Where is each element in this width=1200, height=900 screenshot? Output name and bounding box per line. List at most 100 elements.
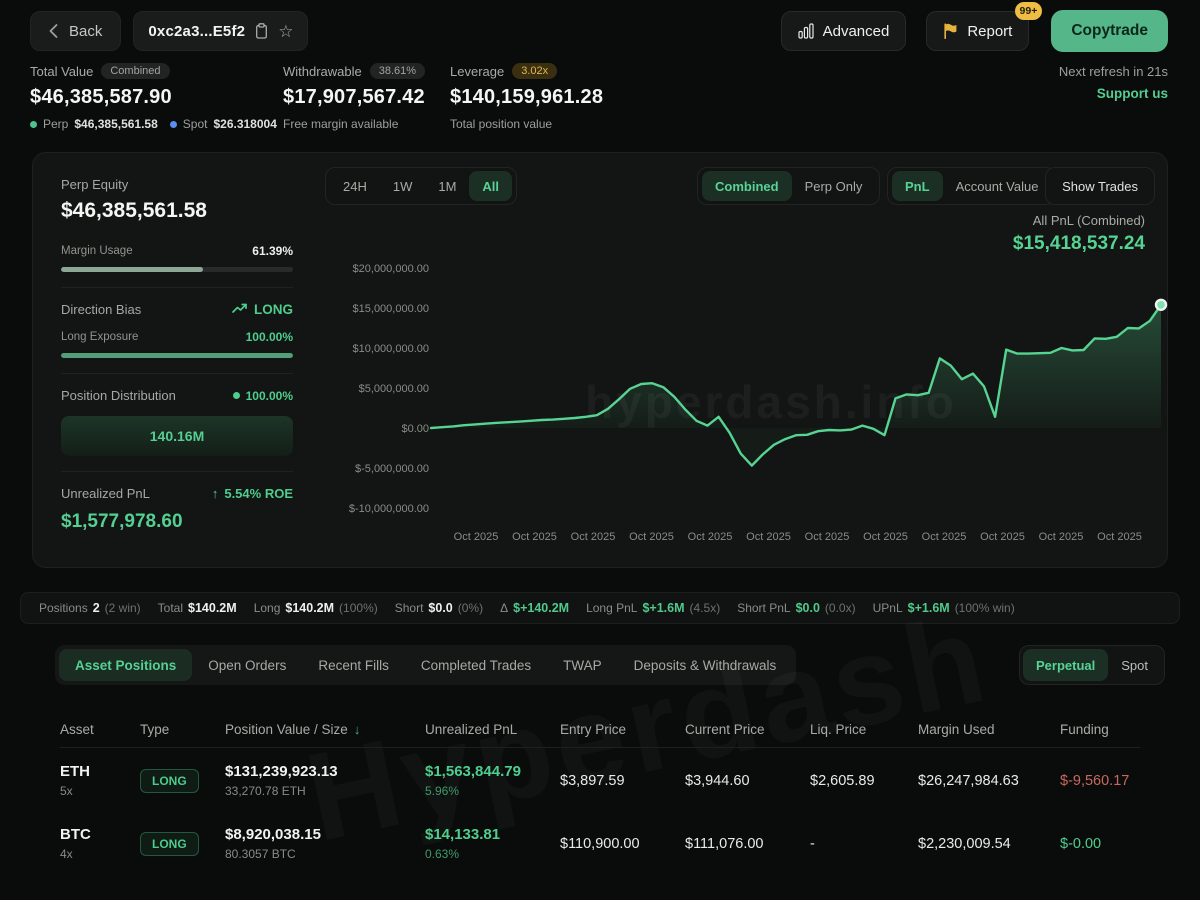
position-distribution-pct: 100.00% bbox=[245, 388, 293, 403]
tab-open-orders[interactable]: Open Orders bbox=[208, 657, 287, 673]
long-dot-icon bbox=[232, 392, 240, 399]
asset-symbol: ETH bbox=[60, 763, 90, 780]
withdrawable-sub: Free margin available bbox=[283, 117, 399, 131]
back-button[interactable]: Back bbox=[30, 11, 122, 51]
range-1w[interactable]: 1W bbox=[392, 178, 413, 194]
combined-badge: Combined bbox=[101, 63, 170, 79]
col-entry-price[interactable]: Entry Price bbox=[560, 722, 627, 737]
refresh-block: Next refresh in 21s Support us bbox=[1059, 64, 1168, 101]
perp-dot-icon bbox=[30, 120, 37, 128]
perp-label: Perp bbox=[43, 117, 69, 131]
svg-text:$20,000,000.00: $20,000,000.00 bbox=[353, 263, 429, 275]
metric-toggle: PnL Account Value bbox=[887, 167, 1057, 205]
svg-text:$15,000,000.00: $15,000,000.00 bbox=[353, 303, 429, 315]
col-funding[interactable]: Funding bbox=[1060, 722, 1109, 737]
spot-value: $26.318004 bbox=[213, 117, 277, 131]
entry-price: $3,897.59 bbox=[560, 772, 625, 789]
margin-usage-fill bbox=[61, 267, 204, 272]
margin-usage-bar bbox=[61, 267, 293, 272]
back-label: Back bbox=[69, 22, 103, 40]
range-all[interactable]: All bbox=[469, 171, 513, 201]
svg-text:Oct 2025: Oct 2025 bbox=[512, 531, 557, 543]
copy-icon[interactable] bbox=[255, 23, 268, 39]
svg-text:$10,000,000.00: $10,000,000.00 bbox=[353, 343, 429, 355]
asset-leverage: 5x bbox=[60, 784, 73, 798]
asset-leverage: 4x bbox=[60, 847, 73, 861]
long-exposure-fill bbox=[61, 353, 293, 358]
support-us-link[interactable]: Support us bbox=[1096, 86, 1168, 101]
range-24h[interactable]: 24H bbox=[343, 178, 367, 194]
advanced-button[interactable]: Advanced bbox=[780, 11, 907, 51]
spot-dot-icon bbox=[169, 120, 177, 128]
range-1m[interactable]: 1M bbox=[438, 178, 457, 194]
unrealized-pnl-pct: 5.96% bbox=[425, 784, 460, 798]
section-tabs: Asset Positions Open Orders Recent Fills… bbox=[55, 645, 797, 685]
table-row-eth[interactable]: ETH 5x LONG $131,239,923.13 33,270.78 ET… bbox=[60, 748, 1140, 811]
table-row-btc[interactable]: BTC 4x LONG $8,920,038.15 80.3057 BTC $1… bbox=[60, 811, 1140, 874]
summary-delta: Δ $+140.2M bbox=[500, 601, 570, 615]
col-position-value[interactable]: Position Value / Size ↓ bbox=[225, 722, 361, 737]
long-exposure-pct: 100.00% bbox=[245, 330, 293, 344]
position-size: 80.3057 BTC bbox=[225, 847, 296, 861]
report-count-badge: 99+ bbox=[1014, 2, 1043, 20]
tab-twap[interactable]: TWAP bbox=[563, 657, 602, 673]
margin-used: $2,230,009.54 bbox=[918, 835, 1011, 852]
col-type[interactable]: Type bbox=[140, 722, 170, 737]
svg-text:$-5,000,000.00: $-5,000,000.00 bbox=[355, 463, 429, 475]
show-trades-button[interactable]: Show Trades bbox=[1045, 167, 1155, 205]
long-badge: LONG bbox=[140, 831, 199, 856]
tab-deposits-withdrawals[interactable]: Deposits & Withdrawals bbox=[633, 657, 777, 673]
toggle-perpetual[interactable]: Perpetual bbox=[1023, 649, 1109, 681]
col-liq-price[interactable]: Liq. Price bbox=[810, 722, 867, 737]
report-label: Report bbox=[967, 22, 1013, 40]
unrealized-pnl-pct: 0.63% bbox=[425, 847, 460, 861]
asset-symbol: BTC bbox=[60, 826, 91, 843]
top-bar: Back 0xc2a3...E5f2 ☆ Advanced Report 99+… bbox=[30, 2, 1168, 52]
svg-text:Oct 2025: Oct 2025 bbox=[922, 531, 967, 543]
perp-value: $46,385,561.58 bbox=[74, 117, 158, 131]
stat-total-value: Total Value Combined $46,385,587.90 Perp… bbox=[30, 62, 283, 131]
liq-price: - bbox=[810, 835, 815, 852]
scope-toggle: Combined Perp Only bbox=[697, 167, 881, 205]
svg-text:Oct 2025: Oct 2025 bbox=[454, 531, 499, 543]
last-point-marker bbox=[1154, 298, 1168, 311]
leverage-sub: Total position value bbox=[450, 117, 553, 131]
copytrade-button[interactable]: Copytrade bbox=[1051, 10, 1168, 52]
position-size: 33,270.78 ETH bbox=[225, 784, 306, 798]
wallet-address-chip[interactable]: 0xc2a3...E5f2 ☆ bbox=[133, 11, 309, 51]
summary-long: Long $140.2M (100%) bbox=[253, 601, 378, 615]
toggle-account-value[interactable]: Account Value bbox=[955, 178, 1039, 194]
report-button[interactable]: Report 99+ bbox=[926, 2, 1043, 51]
star-icon[interactable]: ☆ bbox=[278, 21, 294, 41]
spot-label: Spot bbox=[182, 117, 208, 131]
stat-leverage: Leverage 3.02x $140,159,961.28 Total pos… bbox=[450, 62, 603, 131]
unrealized-pnl-label: Unrealized PnL bbox=[61, 486, 150, 501]
equity-chart-card: Perp Equity $46,385,561.58 Margin Usage … bbox=[32, 152, 1168, 568]
tab-completed-trades[interactable]: Completed Trades bbox=[420, 657, 532, 673]
current-price: $3,944.60 bbox=[685, 772, 750, 789]
svg-text:Oct 2025: Oct 2025 bbox=[1097, 531, 1142, 543]
divider bbox=[61, 287, 293, 288]
divider bbox=[61, 373, 293, 374]
svg-text:Oct 2025: Oct 2025 bbox=[746, 531, 791, 543]
tab-asset-positions[interactable]: Asset Positions bbox=[59, 649, 193, 681]
chevron-left-icon bbox=[49, 24, 58, 38]
col-asset[interactable]: Asset bbox=[60, 722, 94, 737]
svg-text:$-10,000,000.00: $-10,000,000.00 bbox=[349, 503, 429, 515]
col-current-price[interactable]: Current Price bbox=[685, 722, 765, 737]
withdrawable-value: $17,907,567.42 bbox=[283, 86, 425, 108]
toggle-spot[interactable]: Spot bbox=[1121, 657, 1148, 673]
perp-equity-label: Perp Equity bbox=[61, 177, 129, 192]
toggle-perp-only[interactable]: Perp Only bbox=[804, 178, 863, 194]
col-unrealized-pnl[interactable]: Unrealized PnL bbox=[425, 722, 518, 737]
toggle-combined[interactable]: Combined bbox=[702, 171, 792, 201]
toggle-pnl[interactable]: PnL bbox=[892, 171, 943, 201]
time-range-tabs: 24H 1W 1M All bbox=[325, 167, 518, 205]
col-margin-used[interactable]: Margin Used bbox=[918, 722, 995, 737]
positions-summary-bar: Positions 2 (2 win) Total $140.2M Long $140.… bbox=[20, 592, 1180, 624]
liq-price: $2,605.89 bbox=[810, 772, 875, 789]
margin-usage-label: Margin Usage bbox=[61, 245, 133, 257]
summary-upnl: UPnL $+1.6M (100% win) bbox=[872, 601, 1015, 615]
tab-recent-fills[interactable]: Recent Fills bbox=[318, 657, 389, 673]
